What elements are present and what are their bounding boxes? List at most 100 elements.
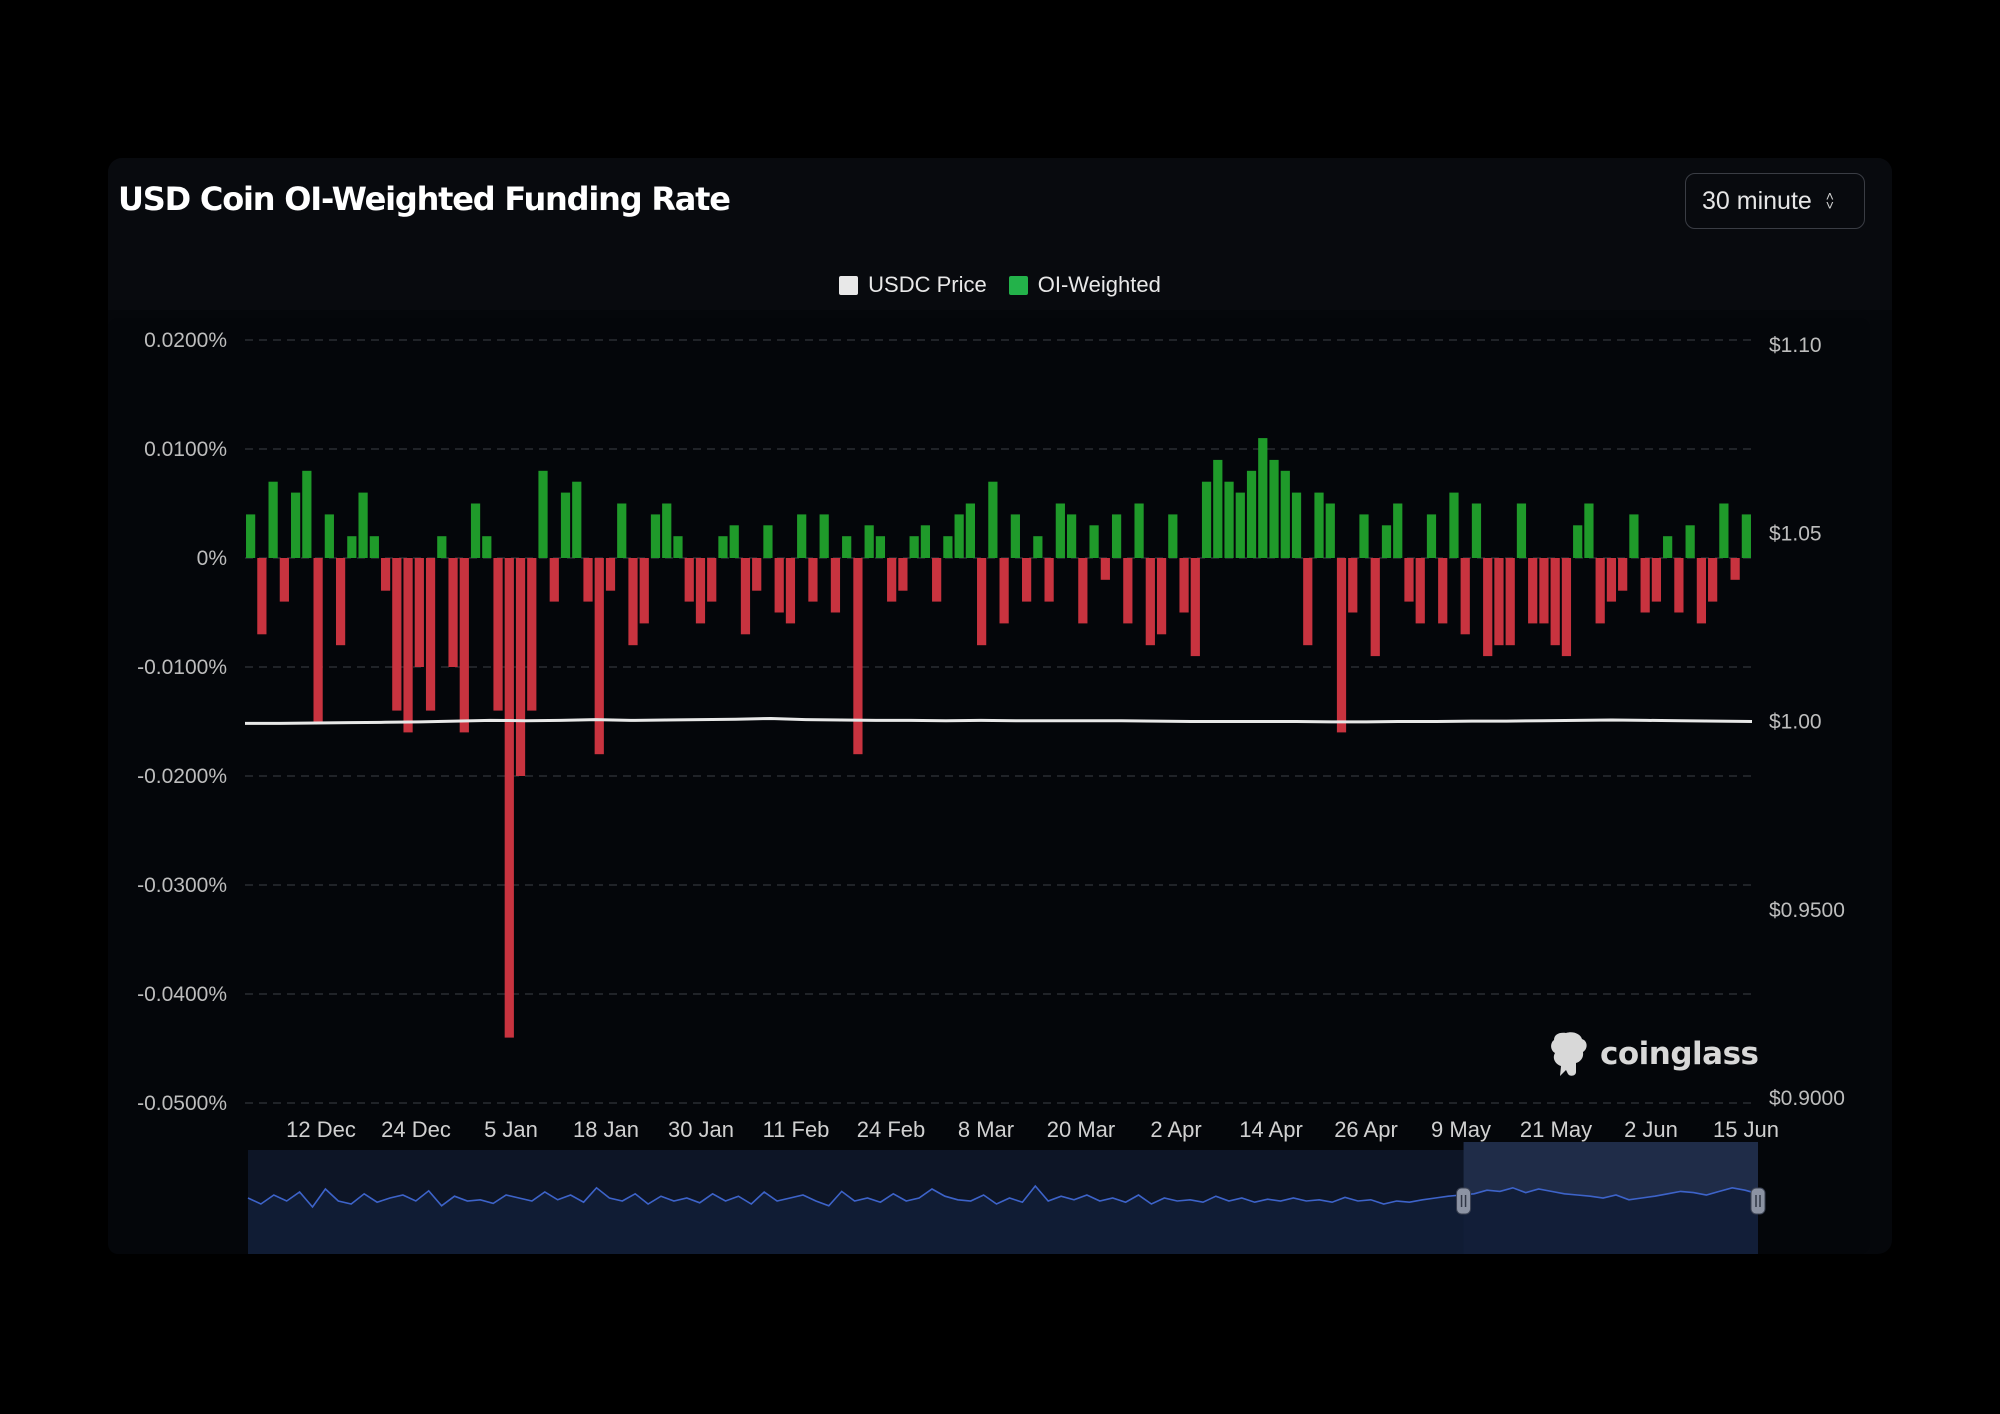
funding-bar [1089,525,1099,558]
page-title: USD Coin OI-Weighted Funding Rate [118,180,731,218]
funding-bar [549,558,559,602]
funding-bar [313,558,323,722]
funding-bar [1156,558,1167,635]
funding-bar [1258,438,1268,558]
funding-bar [1741,514,1751,558]
funding-bar [1066,514,1077,558]
funding-bar [830,558,841,613]
y-left-tick-label: 0% [197,547,227,570]
funding-bar [1078,558,1088,624]
funding-bar [347,536,357,558]
funding-bar [1213,459,1223,558]
funding-bar [1561,558,1572,657]
funding-bar [257,558,267,635]
legend-label-price: USDC Price [868,272,987,297]
price-line-group [245,716,1753,725]
y-left-tick-label: -0.0400% [137,983,227,1006]
funding-bar [695,558,706,624]
funding-bar [864,525,874,558]
funding-bar [1404,558,1414,602]
funding-bar [504,558,514,1038]
funding-bar [605,558,616,591]
funding-bar [1550,558,1560,646]
legend-item-oi-weighted[interactable]: OI-Weighted [1008,272,1161,298]
funding-bar [1460,558,1470,635]
funding-bar [1708,558,1718,602]
funding-bar [470,503,481,558]
funding-bar [639,558,649,624]
navigator-handle-left[interactable] [1456,1187,1472,1215]
y-axis-right: $1.10 $1.05 $1.00 $0.9500 $0.9000 [1769,334,1845,1110]
y-left-tick-label: -0.0200% [137,765,227,788]
y-axis-left: 0.0200% 0.0100% 0% -0.0100% -0.0200% -0.0300%… [137,329,227,1115]
funding-bar [808,558,818,602]
y-right-tick-label: $0.9500 [1769,899,1845,922]
funding-bar [1303,558,1313,646]
y-left-tick-label: 0.0200% [144,329,227,352]
funding-bar [1168,514,1178,558]
funding-bar [414,558,424,667]
coinglass-logo: coinglass [1546,1030,1759,1078]
navigator-line [247,1184,1759,1209]
funding-bar [1528,558,1538,624]
funding-bar [943,536,953,558]
funding-bar [1055,503,1065,558]
funding-bar [493,558,503,711]
funding-bar [1291,492,1302,558]
funding-bar [1651,558,1662,602]
funding-bar [1314,492,1324,558]
funding-bar [853,558,863,755]
funding-bar [358,492,368,558]
funding-bar [887,558,897,602]
funding-bar [538,470,548,558]
x-tick-label: 5 Jan [484,1117,538,1142]
chevron-updown-icon: ˄ ˅ [1825,188,1834,213]
funding-bar [1426,514,1437,558]
funding-bar [1685,525,1695,558]
funding-bar [335,558,346,646]
funding-bar [988,481,998,558]
funding-bar [1033,536,1043,558]
funding-bar [459,558,469,733]
funding-bar [268,481,278,558]
funding-bar [403,558,413,733]
funding-bar [290,492,301,558]
x-tick-label: 21 May [1520,1117,1592,1142]
funding-bar [1516,503,1527,558]
y-left-tick-label: -0.0500% [137,1092,227,1115]
funding-bar [1640,558,1650,613]
navigator-handle-right[interactable] [1750,1187,1766,1215]
funding-bar [302,470,312,558]
funding-bar [279,558,289,602]
funding-bar [628,558,638,646]
x-tick-label: 15 Jun [1713,1117,1779,1142]
funding-bar [1415,558,1425,624]
funding-bar [1022,558,1032,602]
funding-bar [1449,492,1459,558]
funding-bar [842,536,852,558]
funding-bar [662,503,672,558]
chart-header: USD Coin OI-Weighted Funding Rate 30 min… [108,158,1892,310]
funding-bar [369,536,379,558]
funding-bar [1471,503,1482,558]
funding-bar [1618,558,1628,591]
x-tick-label: 2 Jun [1624,1117,1678,1142]
funding-bar [1201,481,1212,558]
interval-select[interactable]: 30 minute ˄ ˅ [1685,173,1865,229]
funding-bar [560,492,571,558]
funding-bar [1629,514,1639,558]
brand-name: coinglass [1600,1036,1759,1072]
x-tick-label: 20 Mar [1047,1117,1115,1142]
funding-bar [898,558,908,591]
x-tick-label: 14 Apr [1239,1117,1303,1142]
funding-bar [1606,558,1617,602]
funding-bar [752,558,762,591]
legend-swatch-price [839,275,859,295]
funding-bar [797,514,807,558]
funding-bar [965,503,975,558]
funding-bar [1696,558,1707,624]
legend-item-usdc-price[interactable]: USDC Price [839,272,987,298]
funding-bar [437,536,447,558]
funding-bar [1483,558,1493,657]
funding-bar [1010,514,1020,558]
